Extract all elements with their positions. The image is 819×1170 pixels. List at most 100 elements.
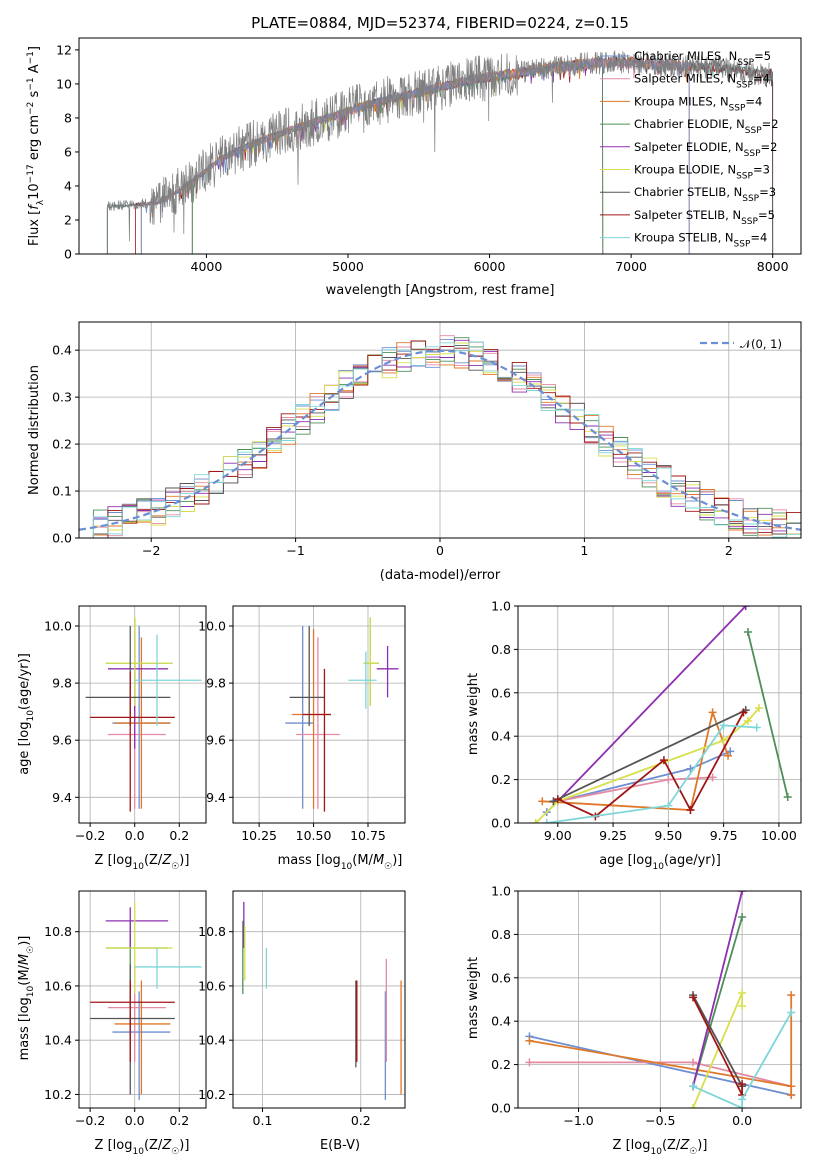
- axes-frame: [232, 890, 406, 1109]
- x-axis-label: E(B-V): [320, 1138, 360, 1153]
- plot-mass_vs_Z: −0.2 0.0 0.2 10.2 10.4 10.6 10.8 Z [log10(Z/Z☉)…: [17, 890, 207, 1157]
- legend: Chabrier MILES, NSSP=5 Salpeter MILES, NS…: [600, 49, 779, 250]
- x-tick-label: 10.00: [761, 828, 797, 843]
- weight-series-salpeter_elodie: [553, 606, 750, 806]
- x-tick-label: −0.2: [75, 828, 105, 843]
- weight-marker: [738, 891, 747, 895]
- errorbar-salpeter_elodie: [376, 645, 399, 698]
- y-tick-label: 10.8: [44, 924, 72, 939]
- y-tick-label: 0.0: [491, 1101, 511, 1116]
- plot-weight_vs_age: 9.00 9.25 9.50 9.75 10.00 0.0 0.2 0.4 0.6 0.8 1.0 a…: [466, 599, 802, 872]
- x-tick-label: −0.2: [75, 1113, 105, 1128]
- axes-frame: [517, 890, 802, 1109]
- y-tick-label: 0.3: [52, 390, 72, 405]
- x-tick-label: 8000: [757, 259, 789, 274]
- plot-area: [85, 617, 202, 812]
- plot-age_vs_mass: 10.25 10.50 10.75 9.4 9.6 9.8 10.0 mass [log10(…: [198, 605, 406, 872]
- legend-label-chabrier_stelib: Chabrier STELIB, NSSP=3: [634, 185, 776, 204]
- weight-series-chabrier_elodie: [743, 628, 792, 801]
- weight-marker: [719, 736, 728, 745]
- y-tick-label: 10.2: [44, 1087, 72, 1102]
- y-axis-label: Normed distribution: [27, 365, 42, 495]
- y-tick-label: 0.6: [491, 685, 511, 700]
- weight-line: [553, 709, 747, 803]
- y-tick-label: 10.4: [44, 1033, 72, 1048]
- y-tick-label: 10.6: [44, 978, 72, 993]
- errorbar-salpeter_miles: [296, 637, 340, 809]
- weight-marker: [738, 988, 747, 997]
- errorbar-kroupa_stelib: [348, 651, 377, 709]
- x-tick-label: 4000: [191, 259, 223, 274]
- y-tick-label: 0.8: [491, 642, 511, 657]
- errorbar-chabrier_stelib: [85, 625, 171, 726]
- errorbar-salpeter_elodie: [105, 907, 169, 948]
- x-tick-label: 6000: [474, 259, 506, 274]
- errorbar-salpeter_stelib: [90, 671, 175, 812]
- weight-marker: [741, 606, 750, 610]
- x-tick-label: 10.50: [296, 828, 332, 843]
- errorbar-salpeter_elodie: [107, 640, 169, 749]
- plot-mass_vs_ebv: 0.1 0.2 10.2 10.4 10.6 10.8 E(B-V): [198, 890, 406, 1153]
- axes-frame: [78, 890, 207, 1109]
- weight-marker: [542, 819, 551, 823]
- x-tick-label: 0.2: [169, 828, 189, 843]
- x-axis-label: Z [log10(Z/Z☉)]: [95, 1138, 190, 1157]
- spectrum-data: [106, 50, 773, 242]
- spectrum-model-kroupa_elodie: [191, 57, 604, 254]
- y-tick-label: 0.1: [52, 484, 72, 499]
- legend-label-salpeter_stelib: Salpeter STELIB, NSSP=5: [634, 208, 775, 227]
- weight-marker: [726, 747, 735, 756]
- y-tick-label: 0.4: [491, 729, 511, 744]
- errorbar-kroupa_stelib: [134, 947, 202, 989]
- weight-marker: [743, 628, 752, 637]
- x-tick-label: 10.25: [241, 828, 277, 843]
- spectrum-model-chabrier_elodie: [191, 57, 604, 254]
- errorbar-salpeter_stelib: [302, 668, 331, 812]
- y-tick-label: 9.4: [206, 790, 226, 805]
- weight-marker: [689, 1104, 698, 1108]
- hist-kroupa_stelib: [79, 341, 801, 538]
- x-axis-label: wavelength [Angstrom, rest frame]: [326, 283, 555, 298]
- weight-marker: [664, 775, 673, 784]
- weight-marker: [689, 1082, 698, 1091]
- y-tick-label: 10: [56, 76, 72, 91]
- weight-line: [529, 995, 793, 1095]
- legend-label-salpeter_elodie: Salpeter ELODIE, NSSP=2: [634, 140, 777, 159]
- weight-marker: [719, 721, 728, 730]
- x-tick-label: 5000: [332, 259, 364, 274]
- y-tick-label: 10.0: [198, 618, 226, 633]
- legend-label-salpeter_miles: Salpeter MILES, NSSP=4: [634, 72, 770, 91]
- x-axis-label: age [log10(age/yr)]: [599, 853, 721, 872]
- y-tick-label: 10.2: [198, 1087, 226, 1102]
- hist-kroupa_miles: [79, 342, 801, 538]
- axes-frame: [78, 37, 802, 255]
- x-tick-label: 0.0: [125, 1113, 145, 1128]
- plot-residuals: −2 −1 0 1 2 0.0 0.1 0.2 0.3 0.4 (data-model)/error…: [27, 321, 802, 583]
- errorbar-kroupa_elodie: [105, 617, 173, 706]
- y-tick-label: 0.8: [491, 927, 511, 942]
- y-axis-label: age [log10(age/yr)]: [17, 653, 36, 775]
- errorbar-salpeter_stelib: [90, 980, 175, 1062]
- weight-marker: [689, 1058, 698, 1067]
- weight-marker: [738, 1080, 747, 1089]
- weight-series-kroupa_elodie: [689, 988, 747, 1108]
- weight-series-kroupa_miles: [538, 708, 733, 814]
- weight-line: [692, 1012, 792, 1108]
- x-tick-label: 9.00: [544, 828, 572, 843]
- y-tick-label: 0.4: [491, 1014, 511, 1029]
- weight-marker: [686, 805, 695, 814]
- weight-line: [692, 891, 743, 1087]
- x-tick-label: 0.2: [169, 1113, 189, 1128]
- plot-area: [106, 50, 774, 254]
- weight-line: [692, 994, 743, 1087]
- y-tick-label: 8: [64, 110, 72, 125]
- x-tick-label: 7000: [615, 259, 647, 274]
- plot-age_vs_Z: −0.2 0.0 0.2 9.4 9.6 9.8 10.0 Z [log10(Z/Z☉)] ag…: [17, 605, 207, 872]
- x-tick-label: 0.2: [351, 1113, 371, 1128]
- weight-series-kroupa_miles: [525, 991, 796, 1099]
- y-tick-label: 0.2: [491, 772, 511, 787]
- weight-marker: [708, 773, 717, 782]
- plot-area: [90, 901, 202, 1100]
- weight-marker: [787, 1082, 796, 1091]
